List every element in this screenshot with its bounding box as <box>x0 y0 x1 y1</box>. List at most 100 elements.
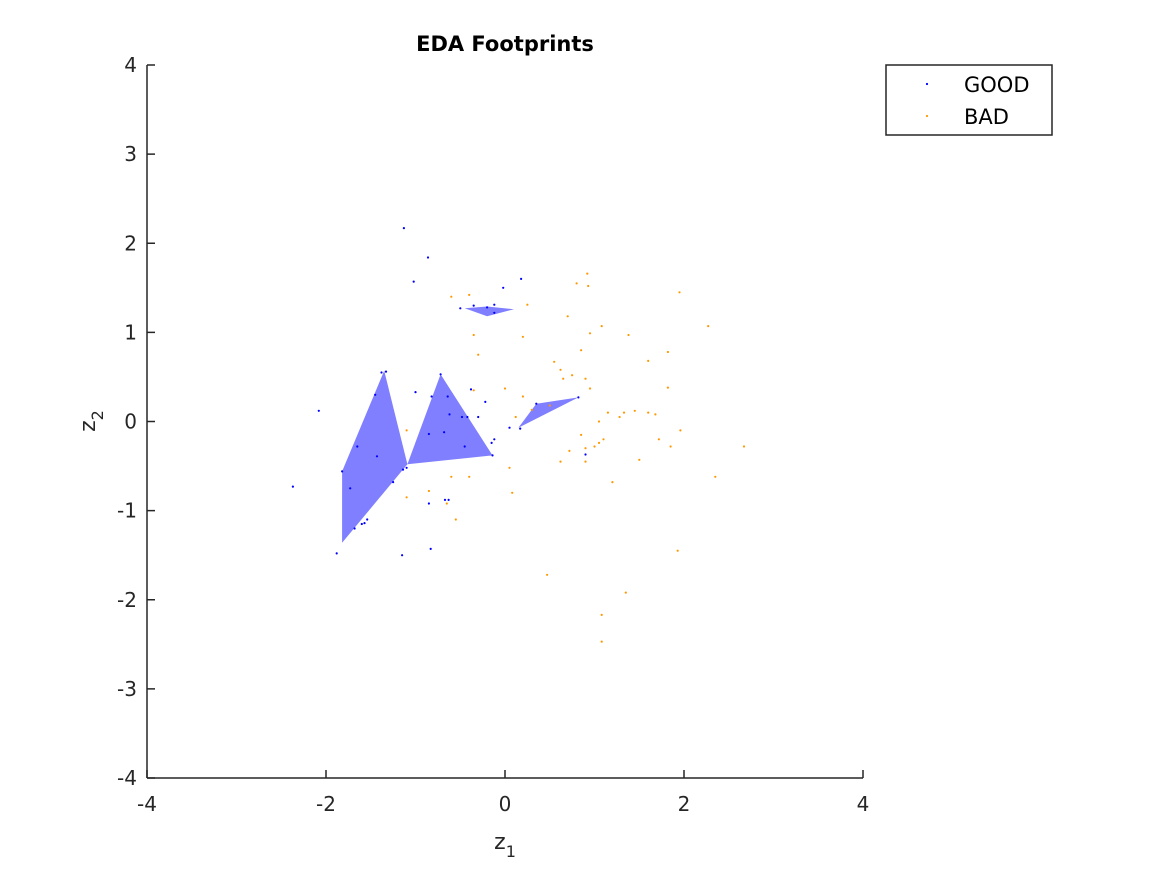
bad-point <box>559 368 562 371</box>
y-tick-label: 1 <box>124 320 137 344</box>
bad-point <box>445 502 448 505</box>
good-point <box>363 522 366 525</box>
bad-point <box>472 333 475 337</box>
good-point <box>426 256 430 259</box>
good-point <box>493 438 496 441</box>
good-point <box>469 388 473 391</box>
y-tick-label: -1 <box>117 499 137 523</box>
bad-point <box>580 349 583 352</box>
y-tick-label: -4 <box>117 766 137 790</box>
bad-point <box>580 433 583 436</box>
bad-point <box>450 295 453 298</box>
legend-bad-marker <box>925 114 929 118</box>
good-point <box>392 481 395 484</box>
bad-point <box>450 475 453 478</box>
bad-point <box>575 282 578 285</box>
bad-point <box>584 447 587 450</box>
bad-point <box>508 466 511 469</box>
footprint-polygon <box>407 374 493 465</box>
x-tick-label: -2 <box>316 792 336 816</box>
bad-point <box>647 411 650 414</box>
bad-point <box>521 335 525 338</box>
bad-point <box>593 445 596 448</box>
good-point <box>443 431 446 434</box>
bad-point <box>633 409 636 412</box>
bad-point <box>521 395 525 398</box>
good-point <box>427 432 430 436</box>
bad-point <box>548 404 551 407</box>
bad-point <box>468 293 471 296</box>
good-point <box>375 455 379 458</box>
good-point <box>502 286 505 289</box>
y-axis-ticks: -4 -3 -2 -1 0 1 2 3 4 <box>117 53 155 790</box>
good-point <box>486 306 489 309</box>
legend: GOOD BAD <box>885 64 1053 136</box>
good-point <box>493 303 496 306</box>
good-point <box>463 445 466 448</box>
legend-good-label: GOOD <box>964 73 1030 97</box>
bad-point <box>678 291 681 294</box>
good-point <box>472 304 475 307</box>
bad-point <box>714 475 717 478</box>
bad-point <box>562 377 565 380</box>
footprint-polygon <box>518 397 579 428</box>
x-tick-label: 4 <box>857 792 870 816</box>
bad-point <box>566 315 569 318</box>
bad-point <box>647 359 650 362</box>
good-point <box>429 547 432 551</box>
bad-point <box>606 411 610 414</box>
good-point <box>401 468 405 471</box>
good-point <box>401 554 404 557</box>
bad-point <box>669 445 672 448</box>
bad-point <box>568 449 571 452</box>
y-axis-label-subscript: 2 <box>88 410 107 420</box>
legend-bad-label: BAD <box>964 105 1009 129</box>
y-tick-label: 4 <box>124 53 137 77</box>
footprints-layer <box>342 306 579 543</box>
bad-point <box>405 496 408 499</box>
good-point <box>384 370 388 373</box>
bad-point <box>657 438 661 441</box>
x-axis-label: z1 <box>494 830 516 861</box>
bad-point <box>514 415 517 419</box>
good-point <box>341 470 344 473</box>
bad-point <box>588 387 592 390</box>
x-axis-ticks: -4 -2 0 2 4 <box>137 770 869 816</box>
bad-point <box>602 438 605 441</box>
footprint-polygon <box>464 306 514 317</box>
bad-point <box>553 360 556 363</box>
y-tick-label: 2 <box>124 231 137 255</box>
y-tick-label: 0 <box>124 410 137 434</box>
good-point <box>519 427 522 430</box>
good-point <box>439 373 442 376</box>
bad-point <box>571 374 574 377</box>
legend-box <box>885 64 1053 136</box>
good-point <box>353 527 356 530</box>
bad-point <box>546 573 549 576</box>
good-point <box>335 552 338 555</box>
bad-point <box>622 411 626 414</box>
good-point <box>448 413 451 416</box>
bad-point <box>597 420 601 423</box>
good-point <box>380 371 383 374</box>
bad-point <box>597 441 601 444</box>
bad-point <box>600 325 603 328</box>
bad-point <box>600 640 603 643</box>
bad-point <box>587 284 590 288</box>
bad-point <box>472 389 475 392</box>
bad-point <box>559 460 562 463</box>
bad-point <box>588 332 592 335</box>
good-point <box>317 409 320 412</box>
bad-point <box>405 429 408 432</box>
bad-point <box>618 415 621 419</box>
bad-point <box>742 445 746 448</box>
good-point <box>520 277 523 280</box>
good-point <box>366 518 369 521</box>
bad-point <box>638 458 641 461</box>
bad-point <box>624 591 627 594</box>
good-point <box>484 400 487 403</box>
y-tick-label: -2 <box>117 588 137 612</box>
good-point <box>427 502 430 505</box>
